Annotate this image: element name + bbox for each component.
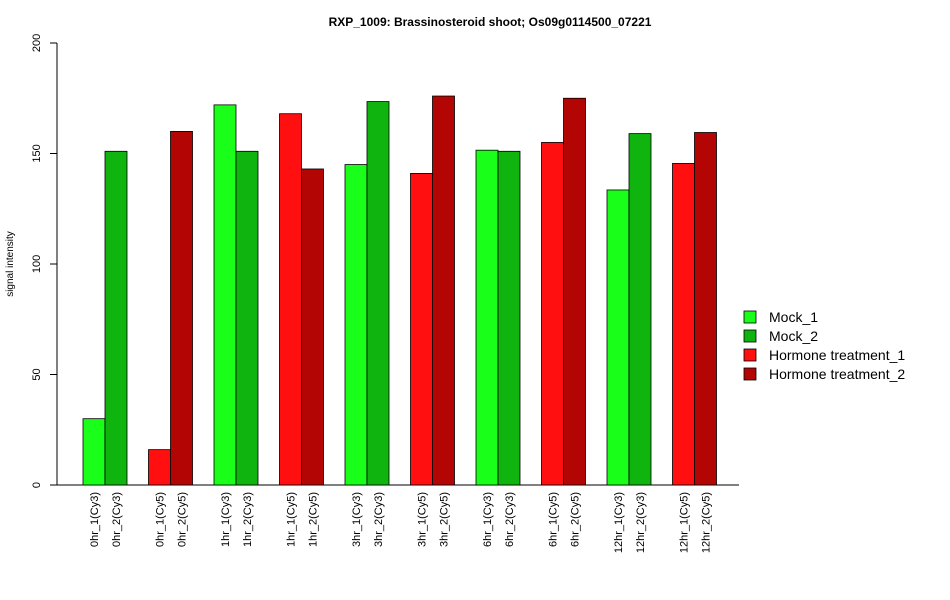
x-tick-label: 12hr_2(Cy3) [635,492,647,553]
x-tick-label: 12hr_1(Cy3) [613,492,625,553]
bar [366,101,390,486]
x-tick-label: 3hr_2(Cy5) [439,492,451,547]
x-tick-label: 6hr_1(Cy3) [482,492,494,547]
bar [213,104,237,486]
bar [344,164,368,486]
x-tick-label: 3hr_2(Cy3) [373,492,385,547]
legend-swatch [743,310,757,324]
x-tick-label: 0hr_2(Cy5) [177,492,189,547]
bar [235,150,259,486]
y-tick-label: 50 [31,368,43,380]
chart-title: RXP_1009: Brassinosteroid shoot; Os09g01… [329,15,652,29]
bar [279,113,302,486]
bar [606,189,630,486]
x-tick-label: 0hr_2(Cy3) [111,492,123,547]
x-tick-labels: 0hr_1(Cy3) 0hr_2(Cy3) 0hr_1(Cy5) 0hr_2(Cy5)… [89,492,713,553]
x-tick-label: 1hr_1(Cy5) [286,492,298,547]
bar [432,95,455,486]
bar [563,97,586,486]
bar [628,133,652,486]
legend-label: Hormone treatment_2 [769,366,905,382]
bar [104,150,128,486]
y-tick-label: 200 [31,34,43,52]
y-axis-label: signal intensity [5,231,16,297]
x-tick-label: 0hr_1(Cy5) [155,492,167,547]
bar [672,163,695,486]
bar [148,449,171,486]
y-tick-label: 100 [31,255,43,273]
legend-swatch [743,348,757,362]
legend-swatch [743,329,757,343]
x-tick-label: 1hr_2(Cy5) [308,492,320,547]
bar [497,150,521,486]
bar [301,168,324,486]
x-tick-label: 12hr_1(Cy5) [679,492,691,553]
bar [475,149,499,486]
bar [694,132,717,486]
x-tick-label: 6hr_2(Cy3) [504,492,516,547]
x-tick-label: 1hr_1(Cy3) [220,492,232,547]
x-tick-label: 3hr_1(Cy5) [417,492,429,547]
legend-label: Mock_1 [769,309,818,325]
x-tick-label: 0hr_1(Cy3) [89,492,101,547]
legend-label: Hormone treatment_1 [769,347,905,363]
bar [410,172,433,486]
bar [82,418,106,486]
y-ticks: 0 50 100 150 200 [31,34,57,488]
x-tick-label: 1hr_2(Cy3) [242,492,254,547]
bars [82,95,717,486]
x-tick-label: 6hr_1(Cy5) [548,492,560,547]
bar [170,130,193,486]
legend-label: Mock_2 [769,328,818,344]
bar [541,142,564,486]
legend: Mock_1 Mock_2 Hormone treatment_1 Hormone t… [743,309,905,382]
x-tick-label: 12hr_2(Cy5) [701,492,713,553]
x-tick-label: 6hr_2(Cy5) [570,492,582,547]
y-tick-label: 150 [31,144,43,162]
legend-swatch [743,367,757,381]
x-tick-label: 3hr_1(Cy3) [351,492,363,547]
y-tick-label: 0 [31,482,43,488]
